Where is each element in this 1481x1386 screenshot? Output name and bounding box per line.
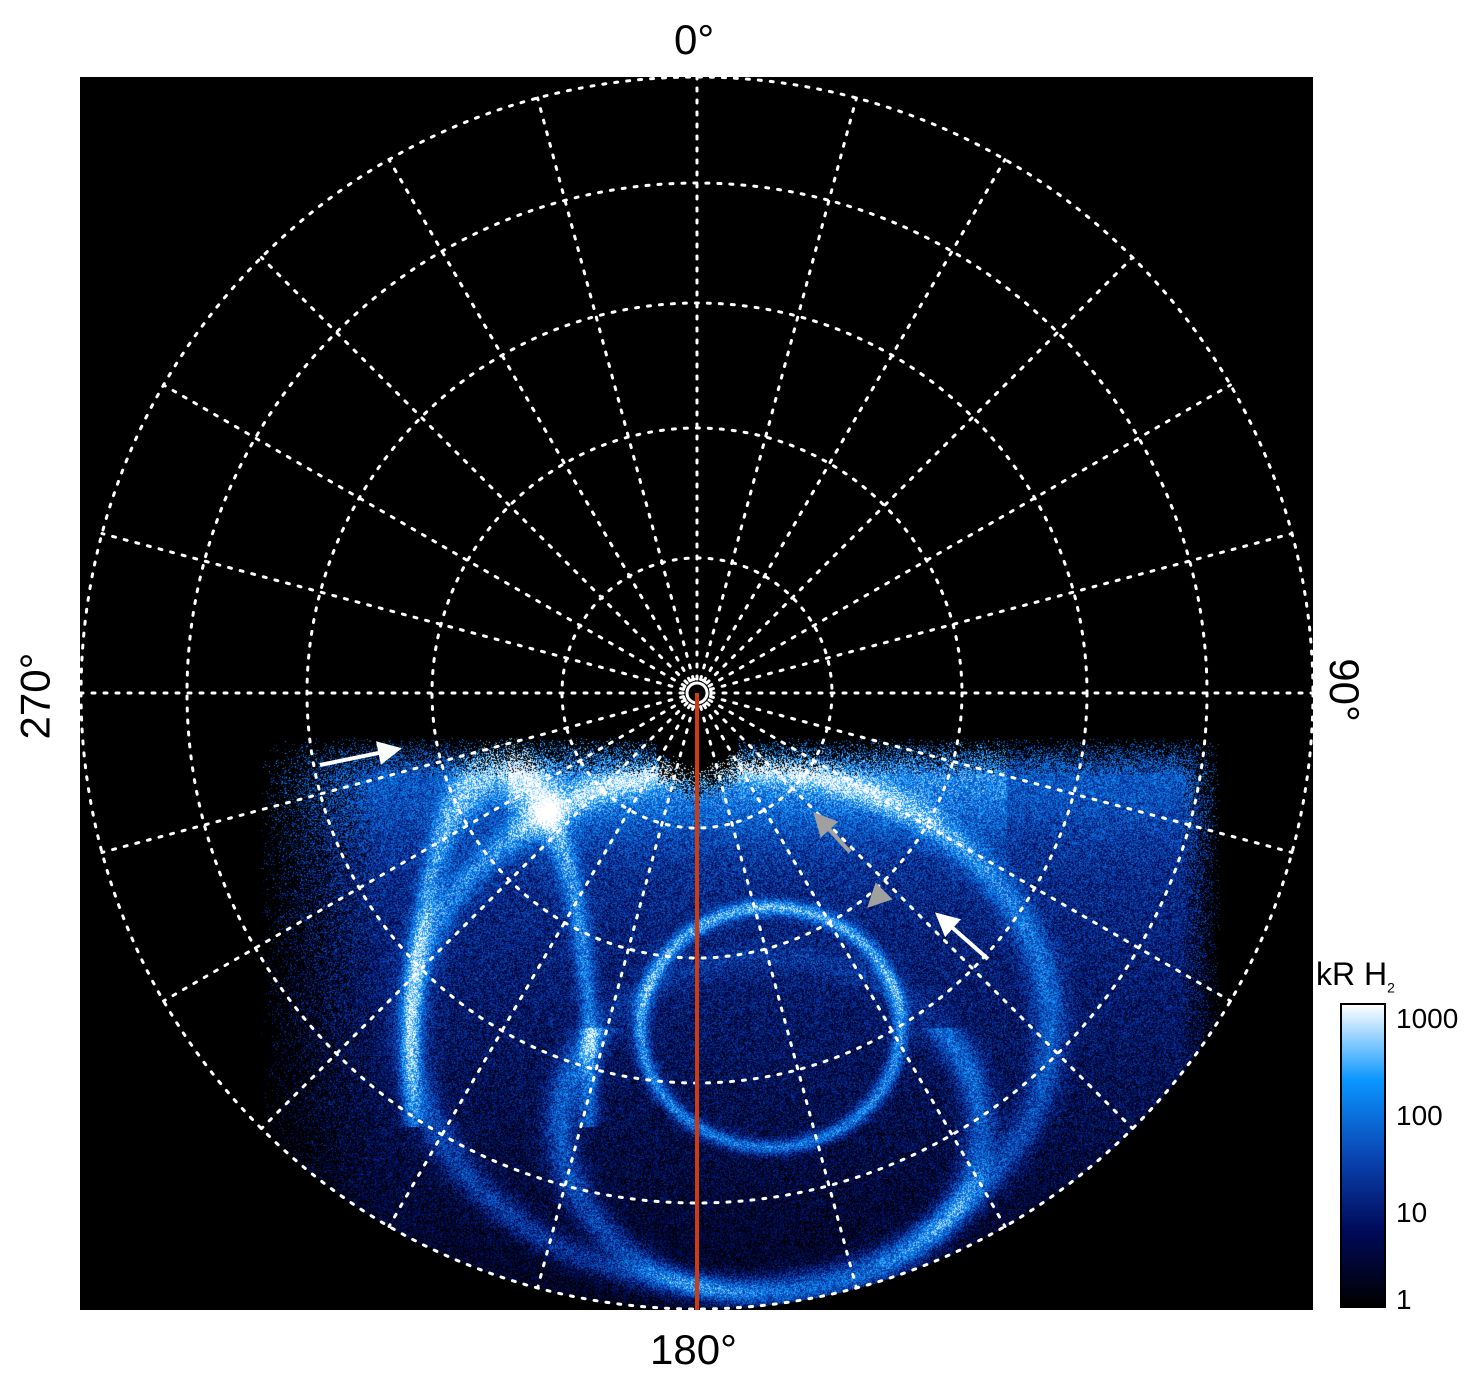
meridian-line — [162, 698, 687, 1003]
meridian-line — [536, 705, 695, 1290]
meridian-line — [162, 383, 687, 688]
colorbar — [1340, 1003, 1386, 1308]
colorbar-title: kR H2 — [1316, 955, 1395, 1006]
label-270deg: 270° — [11, 652, 59, 740]
meridian-line — [259, 255, 689, 685]
meridian-line — [709, 695, 1294, 854]
colorbar-tick-100: 100 — [1396, 1100, 1443, 1131]
meridian-line — [705, 701, 1135, 1131]
meridian-line — [709, 532, 1294, 691]
colorbar-tick-10: 10 — [1396, 1197, 1428, 1228]
polar-grid — [80, 77, 1313, 1310]
annotation-arrow — [813, 812, 852, 854]
meridian-line — [707, 383, 1232, 688]
annotation-arrow — [319, 741, 402, 767]
meridian-line — [259, 701, 689, 1131]
meridian-line — [699, 705, 858, 1290]
meridian-line — [387, 158, 692, 683]
meridian-line — [100, 532, 685, 691]
annotation-arrow — [934, 912, 990, 961]
colorbar-label-subscript: 2 — [1387, 979, 1395, 996]
colorbar-label: kR H — [1316, 956, 1388, 992]
label-180deg: 180° — [650, 1326, 737, 1373]
meridian-line — [699, 96, 858, 681]
meridian-line — [536, 96, 695, 681]
polar-aurora-map — [80, 77, 1313, 1310]
label-90deg: 90° — [1320, 658, 1368, 722]
colorbar-tick-1000: 1000 — [1396, 1003, 1459, 1034]
colorbar-tick-1: 1 — [1396, 1284, 1412, 1315]
label-0deg: 0° — [674, 16, 715, 63]
annotation-arrow — [867, 882, 893, 908]
meridian-line — [702, 158, 1007, 683]
meridian-line — [702, 703, 1007, 1228]
meridian-line — [705, 255, 1135, 685]
meridian-line — [100, 695, 685, 854]
meridian-line — [707, 698, 1232, 1003]
meridian-line — [387, 703, 692, 1228]
